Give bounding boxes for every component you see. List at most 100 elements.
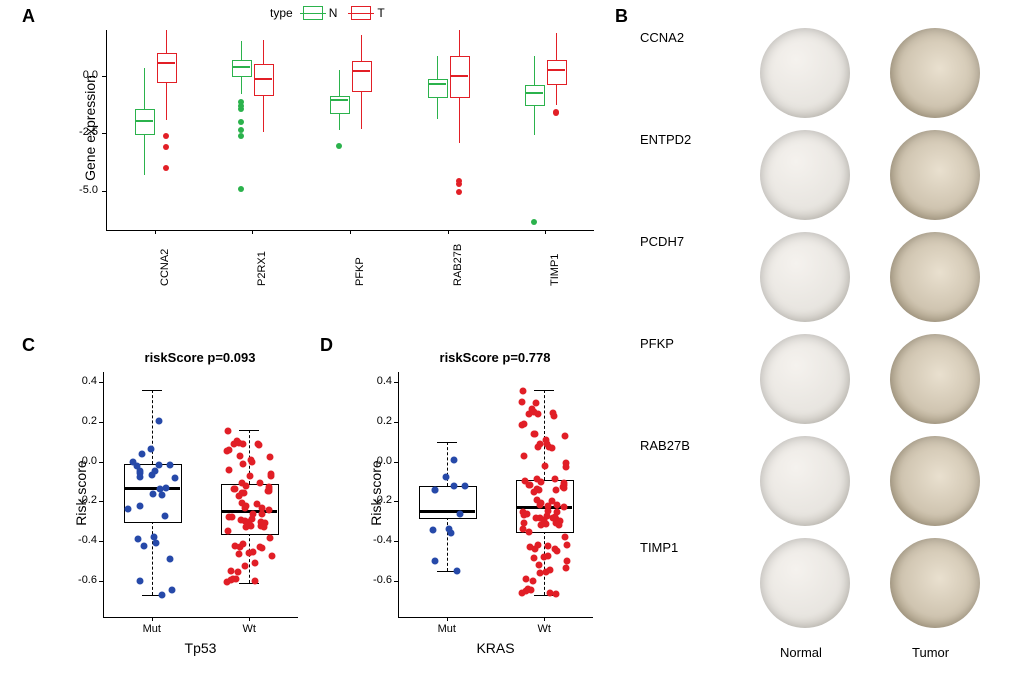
whisker <box>339 70 340 95</box>
outlier <box>531 219 537 225</box>
scatter-point <box>451 483 458 490</box>
scatter-point <box>432 558 439 565</box>
median <box>450 75 468 77</box>
scatter-point <box>141 542 148 549</box>
scatter-point <box>563 565 570 572</box>
scatter-point <box>249 510 256 517</box>
panel-a-plot-area <box>106 30 594 230</box>
scatter-point <box>533 399 540 406</box>
scatter-point <box>158 592 165 599</box>
histology-image-normal <box>760 232 850 322</box>
outlier <box>456 189 462 195</box>
outlier <box>336 143 342 149</box>
panel-letter-d: D <box>320 335 333 356</box>
scatter-point <box>544 552 551 559</box>
gene-label: PFKP <box>354 257 366 286</box>
whisker <box>339 112 340 130</box>
box <box>547 60 567 85</box>
xtick <box>447 617 448 621</box>
scatter-point <box>257 480 264 487</box>
whisker <box>166 30 167 53</box>
histology-image-tumor <box>890 130 980 220</box>
panel-d-chart: riskScore p=0.778 Risk score KRAS -0.6-0… <box>350 350 600 660</box>
histology-image-normal <box>760 436 850 526</box>
scatter-point <box>148 472 155 479</box>
scatter-point <box>148 445 155 452</box>
panel-a-chart: Gene expression -5.0-2.50.0CCNA2P2RX1PFK… <box>60 25 600 255</box>
ytick <box>99 541 103 542</box>
panel-letter-b: B <box>615 6 628 27</box>
figure-root: A B C D Gene expression -5.0-2.50.0CCNA2… <box>0 0 1020 691</box>
box <box>157 53 177 83</box>
panel-a-legend: type N T <box>270 6 385 20</box>
whisker <box>361 90 362 129</box>
ytick <box>394 382 398 383</box>
histology-image-normal <box>760 334 850 424</box>
scatter-point <box>237 452 244 459</box>
scatter-point <box>235 440 242 447</box>
gene-label: CCNA2 <box>159 249 171 286</box>
scatter-point <box>530 555 537 562</box>
whisker <box>534 56 535 85</box>
axis-x-c <box>103 617 298 618</box>
scatter-point <box>242 517 249 524</box>
legend-n-label: N <box>329 6 338 20</box>
histology-image-normal <box>760 538 850 628</box>
scatter-point <box>267 454 274 461</box>
scatter-point <box>457 511 464 518</box>
scatter-point <box>235 551 242 558</box>
scatter-point <box>229 575 236 582</box>
scatter-point <box>162 512 169 519</box>
gene-label: RAB27B <box>452 244 464 286</box>
histology-image-tumor <box>890 538 980 628</box>
scatter-point <box>445 525 452 532</box>
axis-y-c <box>103 372 104 617</box>
outlier <box>238 99 244 105</box>
scatter-point <box>562 533 569 540</box>
histology-image-tumor <box>890 232 980 322</box>
ytick <box>102 191 106 192</box>
axis-y-d <box>398 372 399 617</box>
ytick-label: -2.5 <box>64 126 98 138</box>
median <box>525 92 543 94</box>
outlier <box>238 133 244 139</box>
whisker <box>263 40 264 64</box>
median <box>135 120 153 122</box>
whisker <box>241 75 242 95</box>
histology-row-label: RAB27B <box>640 438 710 453</box>
scatter-point <box>158 492 165 499</box>
median <box>330 99 348 101</box>
legend-title: type <box>270 6 293 20</box>
ytick-label: 0.2 <box>67 415 97 427</box>
scatter-point <box>550 409 557 416</box>
group-label: Wt <box>229 623 269 635</box>
scatter-point <box>137 578 144 585</box>
scatter-point <box>545 503 552 510</box>
panel-c-title: riskScore p=0.093 <box>115 350 285 365</box>
scatter-point <box>224 448 231 455</box>
outlier <box>238 186 244 192</box>
xtick <box>155 230 156 234</box>
ytick-label: 0.4 <box>362 375 392 387</box>
scatter-point <box>536 441 543 448</box>
scatter-point <box>524 586 531 593</box>
scatter-point <box>552 545 559 552</box>
scatter-point <box>139 451 146 458</box>
scatter-point <box>266 484 273 491</box>
scatter-point <box>552 486 559 493</box>
legend-t-label: T <box>377 6 384 20</box>
ytick-label: -0.2 <box>362 494 392 506</box>
scatter-point <box>537 479 544 486</box>
median <box>547 69 565 71</box>
scatter-point <box>125 505 132 512</box>
scatter-point <box>519 422 526 429</box>
ytick-label: -0.4 <box>362 534 392 546</box>
histology-image-tumor <box>890 28 980 118</box>
ytick <box>394 422 398 423</box>
group-label: Mut <box>132 623 172 635</box>
ytick <box>99 382 103 383</box>
xtick <box>350 230 351 234</box>
whisker <box>459 30 460 56</box>
scatter-point <box>268 470 275 477</box>
scatter-point <box>224 527 231 534</box>
